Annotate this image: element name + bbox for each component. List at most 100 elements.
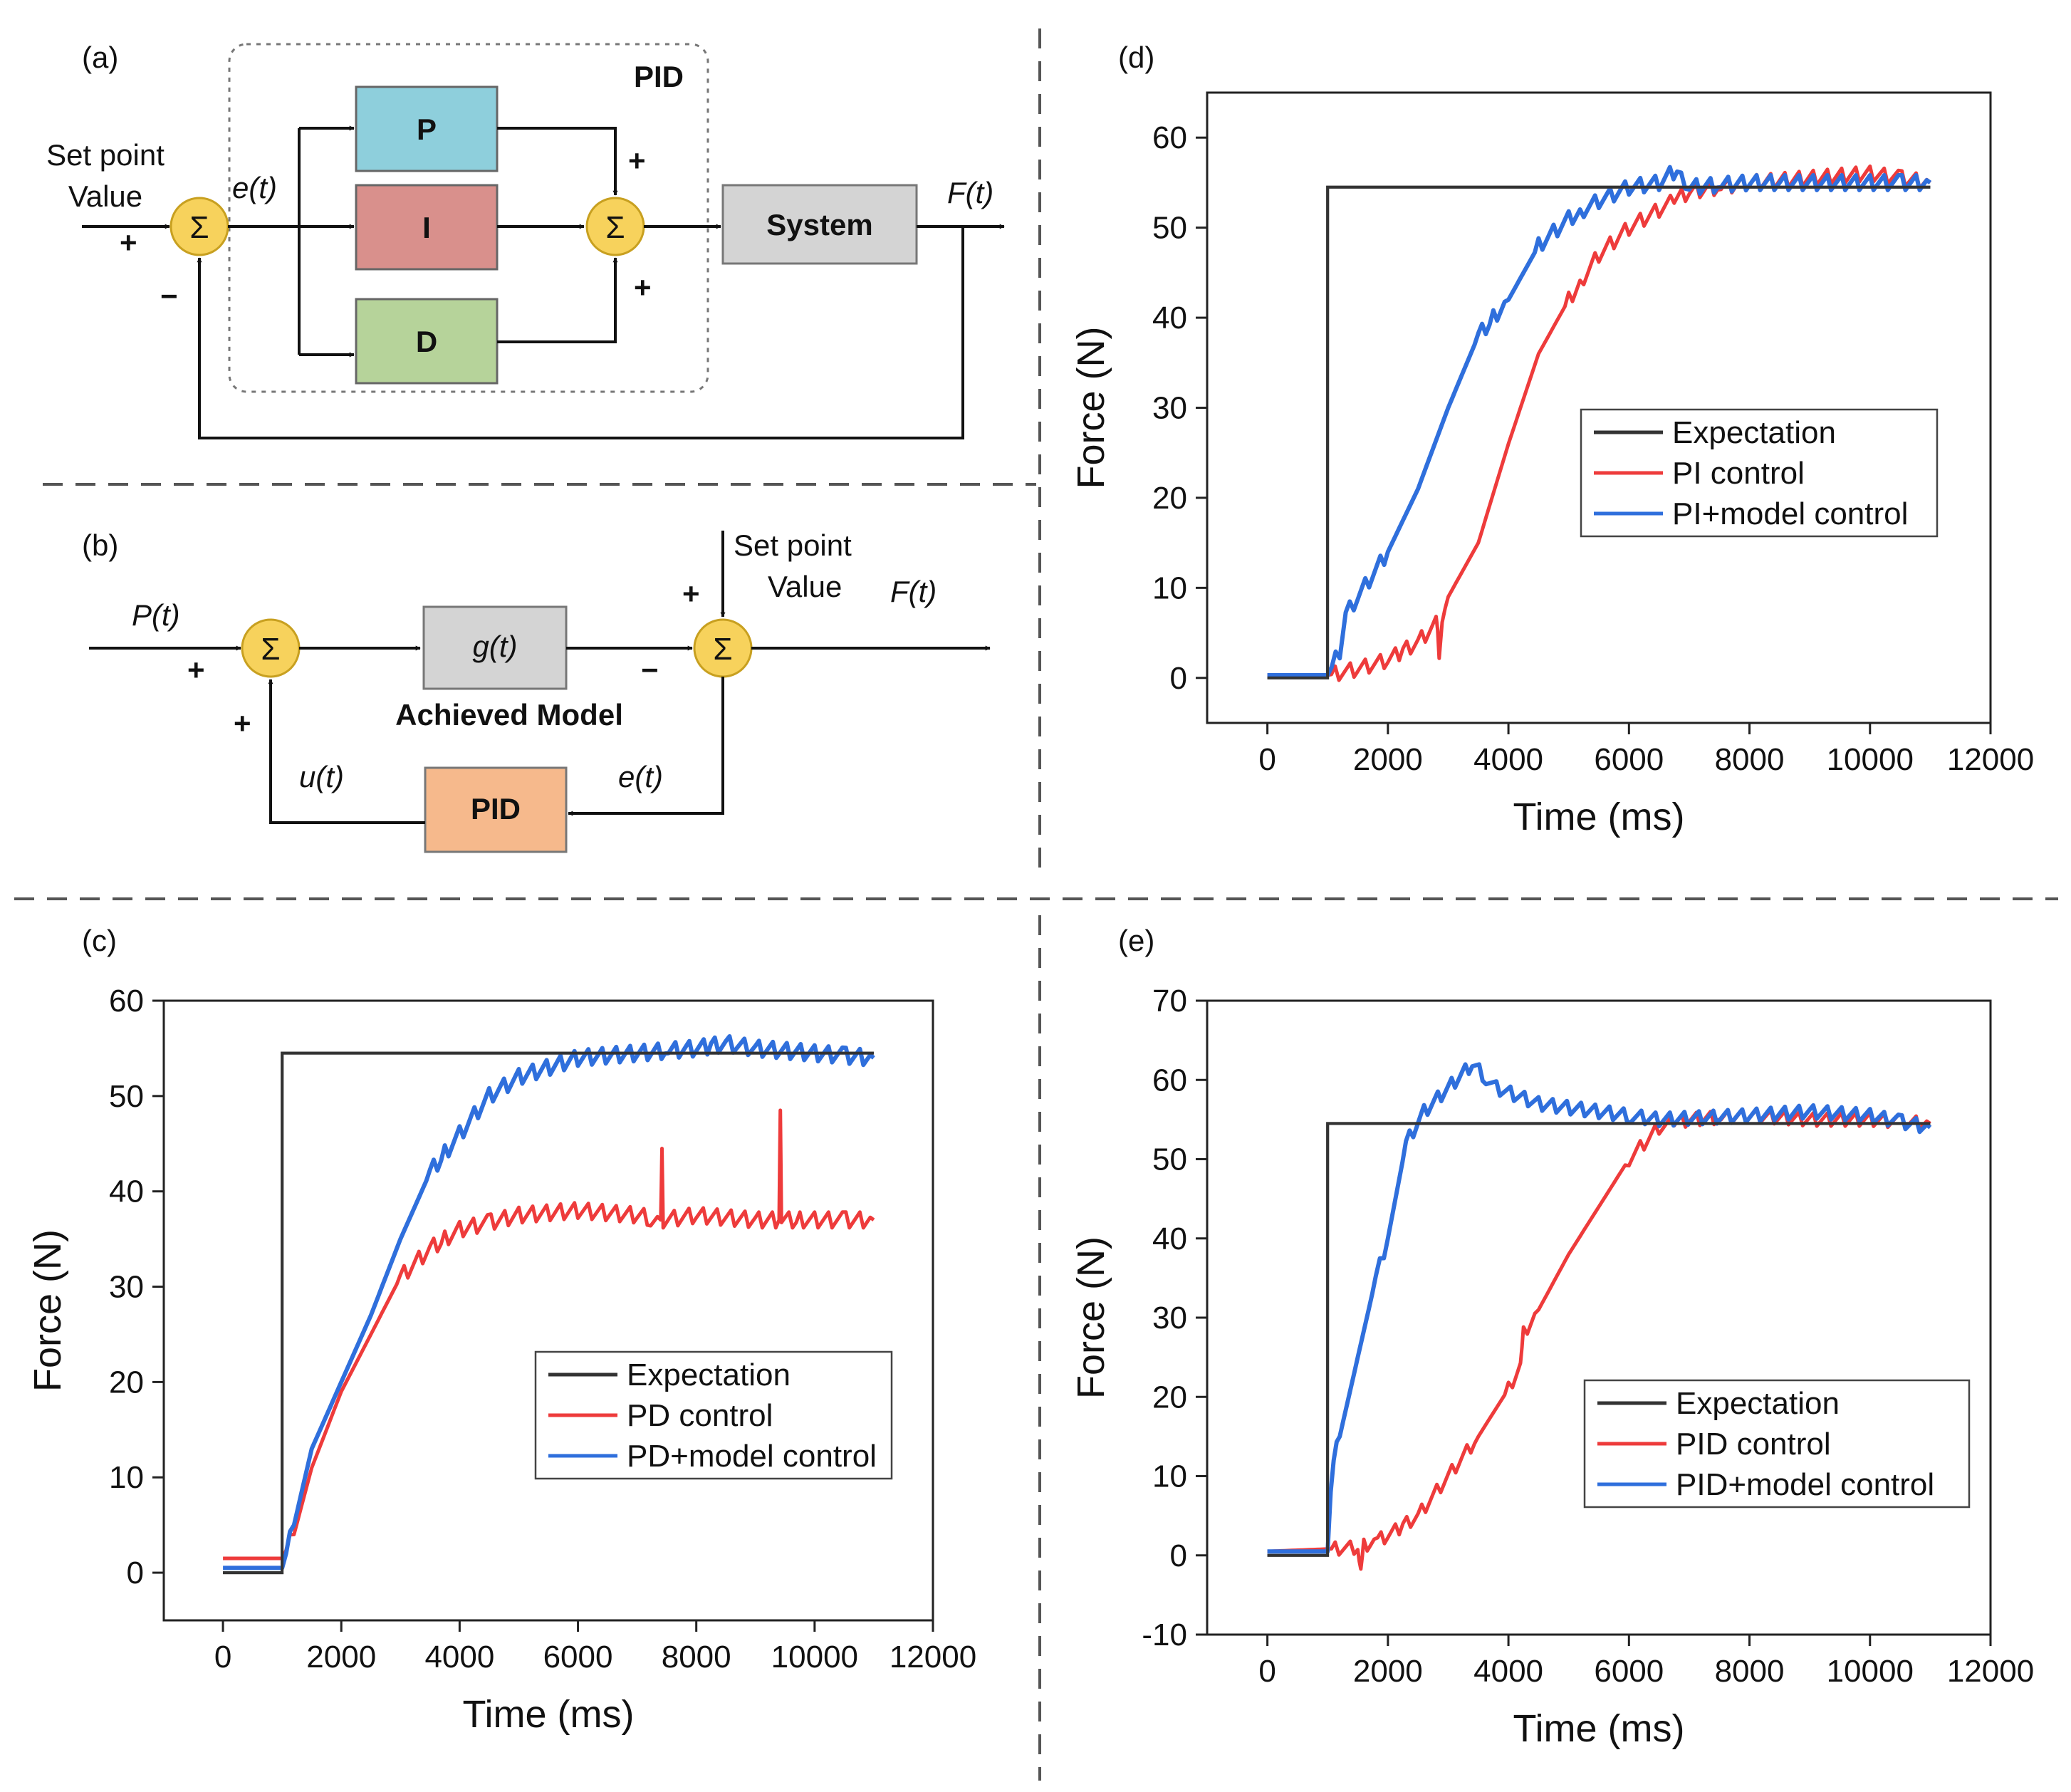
p-label: P xyxy=(417,113,437,146)
y-tick-label: 20 xyxy=(109,1365,144,1400)
y-tick-label: 20 xyxy=(1152,481,1187,516)
y-tick-label: 0 xyxy=(1170,1538,1187,1573)
plus-d: + xyxy=(634,271,652,304)
y-tick-label: 60 xyxy=(109,984,144,1019)
y-tick-label: 10 xyxy=(1152,571,1187,605)
sigma-b1: Σ xyxy=(261,632,280,667)
series-line-model-control xyxy=(1267,165,1932,677)
d-block xyxy=(355,298,499,385)
pid-block-b xyxy=(424,766,568,853)
y-tick-label: 60 xyxy=(1152,1063,1187,1098)
system-label: System xyxy=(766,208,872,241)
y-tick-label: 50 xyxy=(1152,1142,1187,1177)
y-tick-label: -10 xyxy=(1142,1618,1187,1652)
y-tick-label: 0 xyxy=(1170,661,1187,696)
plus-b2: + xyxy=(682,577,700,610)
x-tick-label: 12000 xyxy=(890,1640,976,1674)
legend-entry: Expectation xyxy=(1676,1386,1840,1421)
input-label-b: P(t) xyxy=(132,598,180,632)
legend-entry: PI control xyxy=(1672,456,1805,491)
panel-label-b: (b) xyxy=(82,528,118,562)
system-block xyxy=(721,184,918,265)
x-tick-label: 12000 xyxy=(1947,742,2034,777)
output-label-b: F(t) xyxy=(890,575,937,608)
series-line-model-control xyxy=(223,1034,875,1570)
i-block xyxy=(355,184,499,271)
panel-label-a: (a) xyxy=(82,41,118,74)
achieved-model-label: Achieved Model xyxy=(395,698,623,731)
x-tick-label: 4000 xyxy=(424,1640,494,1674)
y-axis-label: Force (N) xyxy=(26,1229,69,1392)
minus-sign: − xyxy=(160,279,178,313)
x-tick-label: 0 xyxy=(1258,1654,1276,1689)
error-feedback-b xyxy=(568,677,724,816)
y-tick-label: 30 xyxy=(1152,391,1187,426)
plus-b1: + xyxy=(187,653,205,687)
y-tick-label: 50 xyxy=(1152,211,1187,246)
x-tick-label: 10000 xyxy=(1827,1654,1914,1689)
legend-entry: PID+model control xyxy=(1676,1467,1934,1502)
y-tick-label: 10 xyxy=(109,1460,144,1495)
diagram-b: (b) P(t) + Σ g(t) Achieved Model − Set p… xyxy=(82,528,991,853)
control-feedback-b xyxy=(268,679,425,824)
chart-d: (d) 0 2000 4000 6000 8000 10000 12000 0 10 20 30 40 5… xyxy=(1070,41,2034,838)
setpoint-label: Set point Value xyxy=(46,138,165,213)
y-tick-label: 60 xyxy=(1152,120,1187,155)
series-line-model-control xyxy=(1267,1062,1932,1554)
x-tick-label: 4000 xyxy=(1473,1654,1543,1689)
x-tick-label: 0 xyxy=(1258,742,1276,777)
series-line-expectation xyxy=(223,1051,874,1575)
y-tick-label: 40 xyxy=(1152,1221,1187,1256)
x-tick-label: 0 xyxy=(214,1640,231,1674)
x-tick-label: 8000 xyxy=(662,1640,731,1674)
p-to-sum xyxy=(497,127,618,196)
y-tick-label: 40 xyxy=(109,1174,144,1209)
panel-label-d: (d) xyxy=(1118,41,1154,74)
x-tick-label: 6000 xyxy=(1594,742,1664,777)
y-tick-label: 30 xyxy=(109,1270,144,1305)
y-tick-label: 0 xyxy=(127,1556,144,1590)
series-line-expectation-overlay xyxy=(223,1051,874,1575)
legend-entry: Expectation xyxy=(1672,415,1836,450)
u-label-b: u(t) xyxy=(299,760,344,793)
i-label: I xyxy=(422,211,431,244)
y-tick-label: 50 xyxy=(109,1079,144,1114)
error-label: e(t) xyxy=(232,171,277,204)
legend-entry: PD control xyxy=(627,1398,773,1433)
x-axis-label: Time (ms) xyxy=(1513,1707,1685,1750)
series-line-control xyxy=(1267,1108,1931,1571)
x-tick-label: 10000 xyxy=(1827,742,1914,777)
x-tick-label: 6000 xyxy=(1594,1654,1664,1689)
x-tick-label: 6000 xyxy=(543,1640,613,1674)
diagram-a: (a) PID Set point Value + Σ − e(t) P I D … xyxy=(46,41,1005,439)
series-line-expectation-overlay xyxy=(1267,1122,1931,1557)
d-to-sum xyxy=(497,257,618,343)
y-tick-label: 10 xyxy=(1152,1459,1187,1494)
legend-entry: PI+model control xyxy=(1672,496,1908,531)
d-label: D xyxy=(416,325,437,358)
x-tick-label: 12000 xyxy=(1947,1654,2034,1689)
sigma-symbol: Σ xyxy=(189,210,209,245)
plus-sign: + xyxy=(120,226,137,259)
panel-label-c: (c) xyxy=(82,924,117,957)
y-tick-label: 30 xyxy=(1152,1301,1187,1335)
x-tick-label: 10000 xyxy=(771,1640,858,1674)
chart-c: (c) 0 2000 4000 6000 8000 10000 12000 0 10 20 30 40 5… xyxy=(26,924,976,1736)
output-label: F(t) xyxy=(947,176,993,209)
plot-frame xyxy=(162,999,934,1622)
x-tick-label: 4000 xyxy=(1473,742,1543,777)
pid-label-b: PID xyxy=(471,792,521,825)
error-label-b: e(t) xyxy=(618,760,663,793)
y-axis-label: Force (N) xyxy=(1070,327,1112,489)
y-tick-label: 70 xyxy=(1152,984,1187,1019)
y-tick-label: 20 xyxy=(1152,1380,1187,1415)
x-tick-label: 2000 xyxy=(306,1640,376,1674)
x-tick-label: 2000 xyxy=(1353,742,1423,777)
plus-b3: + xyxy=(234,707,251,740)
plus-p: + xyxy=(628,144,646,177)
pid-group-box xyxy=(228,43,709,393)
legend-entry: PD+model control xyxy=(627,1439,877,1474)
x-axis-label: Time (ms) xyxy=(463,1693,635,1736)
legend-entry: PID control xyxy=(1676,1427,1831,1462)
